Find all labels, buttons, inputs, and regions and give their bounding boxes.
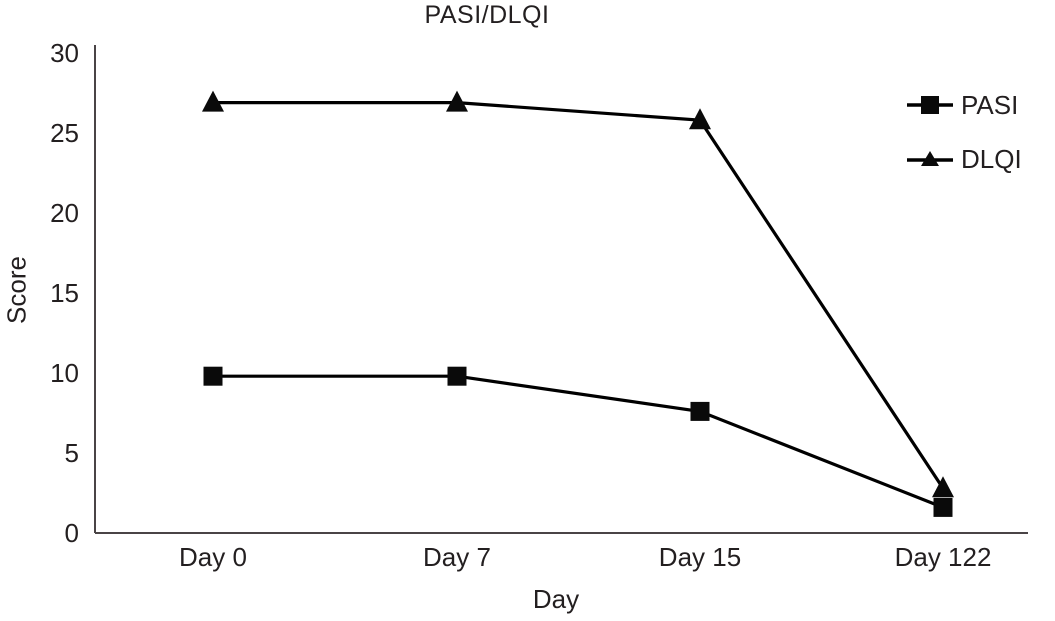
legend: PASI DLQI	[907, 90, 1022, 174]
x-axis-label: Day	[532, 584, 580, 614]
square-marker-icon	[907, 96, 953, 114]
square-marker-icon	[690, 401, 710, 421]
y-tick-label: 20	[50, 198, 79, 228]
square-marker-icon	[203, 366, 223, 386]
square-marker-icon	[933, 497, 953, 517]
legend-label-dlqi: DLQI	[961, 144, 1022, 174]
triangle-marker-icon	[932, 476, 954, 498]
y-tick-label: 5	[65, 438, 79, 468]
legend-item-pasi: PASI	[907, 90, 1022, 120]
series-line-dlqi	[213, 100, 945, 490]
triangle-marker-icon	[689, 108, 711, 130]
legend-item-dlqi: DLQI	[907, 144, 1022, 174]
triangle-marker-icon	[446, 90, 468, 112]
y-tick-label: 15	[50, 278, 79, 308]
square-marker-icon	[447, 366, 467, 386]
y-tick-label: 10	[50, 358, 79, 388]
triangle-marker-icon	[202, 90, 224, 112]
x-tick-label: Day 0	[179, 542, 247, 572]
y-tick-label: 0	[65, 518, 79, 548]
legend-label-pasi: PASI	[961, 90, 1019, 120]
triangle-marker-icon	[907, 151, 953, 166]
x-tick-label: Day 122	[895, 542, 992, 572]
chart-title: PASI/DLQI	[424, 1, 550, 29]
series-line-pasi	[213, 374, 944, 509]
x-tick-label: Day 7	[423, 542, 491, 572]
y-tick-label: 30	[50, 38, 79, 68]
x-tick-label: Day 15	[659, 542, 741, 572]
y-tick-label: 25	[50, 118, 79, 148]
